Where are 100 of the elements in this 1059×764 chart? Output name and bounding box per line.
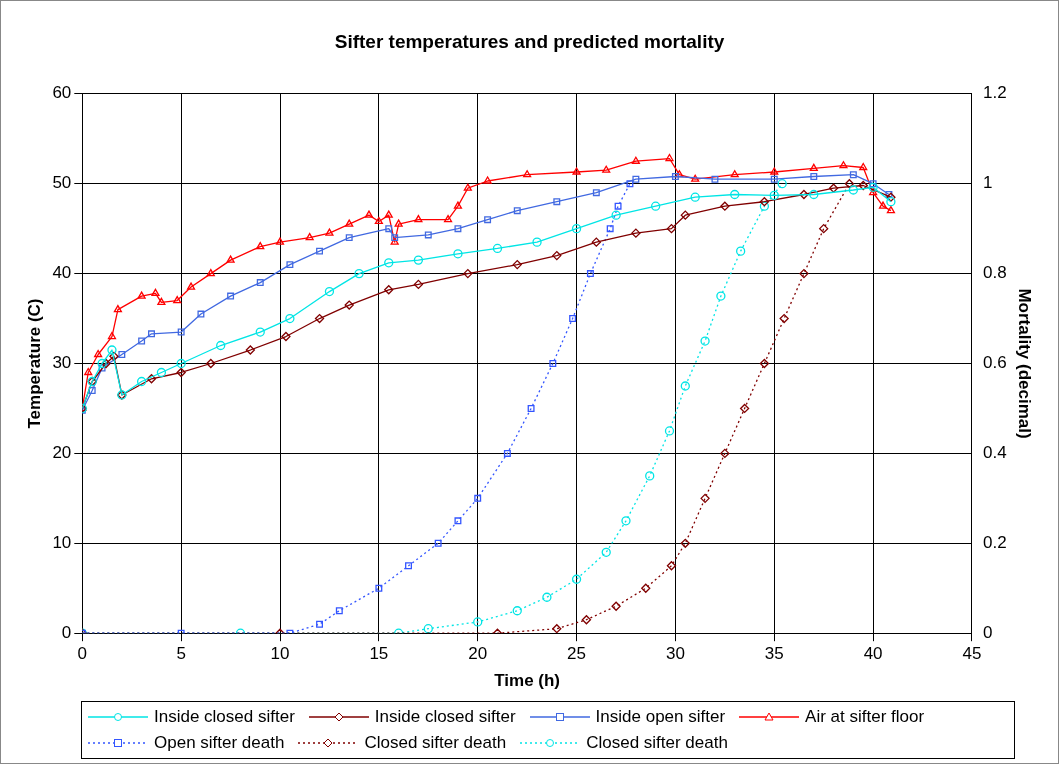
point [828, 183, 839, 193]
point [137, 291, 146, 299]
point [443, 215, 453, 223]
legend-label: Inside closed sifter [374, 707, 516, 727]
x-tick-label: 5 [176, 644, 186, 664]
point [97, 358, 107, 369]
point [483, 176, 492, 184]
point [206, 358, 216, 369]
point [527, 404, 535, 412]
point [118, 351, 126, 358]
point [344, 300, 354, 310]
point [463, 268, 473, 279]
point [354, 268, 364, 279]
x-tick-label: 10 [270, 644, 290, 664]
point [109, 351, 119, 361]
point [148, 330, 155, 338]
point [101, 358, 111, 369]
point [513, 207, 521, 215]
point [227, 292, 235, 300]
point [759, 358, 770, 369]
point [94, 349, 103, 358]
x-tick-label: 35 [764, 644, 784, 664]
point [549, 360, 557, 367]
point [601, 547, 611, 557]
point [665, 153, 674, 162]
point [324, 286, 335, 297]
point [384, 285, 394, 295]
y-tick-label: 0 [61, 622, 72, 642]
point [839, 161, 848, 169]
point [285, 313, 295, 324]
x-tick-label: 25 [567, 644, 587, 664]
point [345, 219, 354, 227]
point [700, 336, 710, 346]
point [631, 228, 641, 238]
y-tick-label: 20 [52, 443, 72, 463]
point [680, 210, 690, 220]
point [454, 225, 462, 233]
point [216, 340, 226, 351]
y2-tick-label: 0.4 [982, 443, 1007, 463]
point [848, 185, 858, 195]
point [176, 358, 186, 369]
y-tick-label: 40 [52, 263, 72, 283]
y-tick-label: 10 [52, 532, 72, 552]
point [345, 234, 353, 242]
point [675, 170, 684, 178]
x-tick-label: 45 [962, 644, 982, 664]
point [523, 170, 532, 178]
y-tick-label: 30 [52, 353, 72, 373]
point [385, 225, 393, 233]
point [256, 279, 264, 287]
point [552, 250, 562, 261]
point [569, 315, 577, 323]
point [769, 190, 779, 201]
point [503, 449, 511, 457]
point [532, 237, 542, 247]
point [730, 189, 740, 200]
point [275, 237, 285, 245]
point [690, 192, 700, 202]
point [621, 516, 631, 526]
point [394, 219, 403, 227]
point [614, 202, 622, 210]
point [156, 367, 167, 378]
point [666, 224, 677, 234]
point [245, 345, 256, 355]
point [720, 448, 730, 459]
legend-label: Inside closed sifter [154, 707, 295, 727]
y2-tick-label: 0.2 [982, 532, 1007, 552]
point [173, 295, 182, 304]
y2-tick-label: 1.2 [982, 83, 1007, 103]
point [553, 198, 561, 206]
legend-label: Closed sifter death [364, 733, 507, 753]
point [632, 175, 640, 183]
y2-tick-label: 0.6 [982, 353, 1007, 373]
y2-tick-label: 0.8 [982, 263, 1007, 283]
point [512, 259, 522, 270]
point [107, 331, 117, 340]
y-tick-label: 50 [52, 173, 72, 193]
point [423, 624, 433, 634]
point [453, 249, 463, 259]
point [542, 592, 552, 602]
x-tick-label: 40 [863, 644, 883, 664]
point [611, 210, 621, 220]
point [176, 367, 186, 378]
y2-axis-title: Mortality (decimal) [1015, 288, 1035, 439]
point [413, 255, 424, 265]
point [453, 201, 463, 209]
point [405, 562, 412, 570]
point [454, 517, 462, 525]
point [869, 188, 878, 196]
point [626, 180, 634, 188]
point [552, 624, 562, 634]
y2-tick-label: 0 [982, 622, 993, 642]
y2-tick-label: 1 [982, 173, 993, 193]
point [809, 189, 819, 200]
point [799, 189, 809, 200]
point [592, 189, 600, 197]
point [666, 561, 677, 571]
point [759, 197, 770, 207]
point [151, 288, 160, 297]
point [844, 179, 855, 189]
